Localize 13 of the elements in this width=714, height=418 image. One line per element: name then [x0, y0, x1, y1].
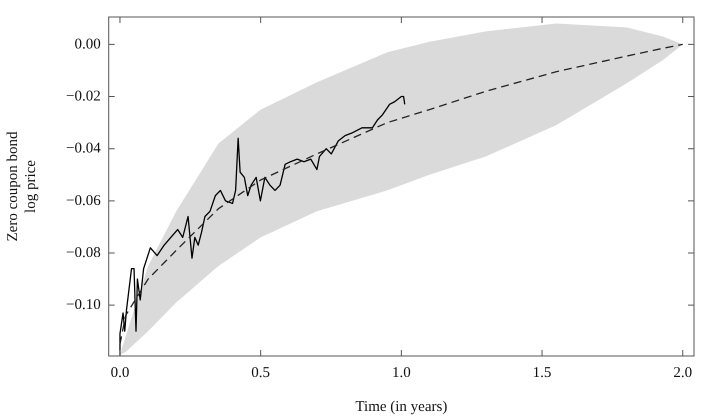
y-axis-title: Zero coupon bond log price [4, 131, 39, 242]
y-tick-label: −0.10 [66, 297, 101, 314]
y-tick-label: −0.04 [66, 140, 102, 157]
x-axis-title: Time (in years) [355, 398, 448, 415]
y-tick-label: −0.06 [66, 192, 102, 209]
y-tick-label: −0.08 [66, 244, 101, 261]
x-tick-label: 1.0 [392, 364, 411, 381]
y-tick-label: 0.00 [74, 36, 101, 52]
x-tick-label: 0.5 [251, 364, 270, 381]
x-tick-label: 0.0 [110, 364, 130, 381]
x-tick-label: 2.0 [673, 364, 692, 381]
y-tick-label: −0.02 [66, 88, 101, 104]
x-tick-label: 1.5 [532, 364, 552, 381]
